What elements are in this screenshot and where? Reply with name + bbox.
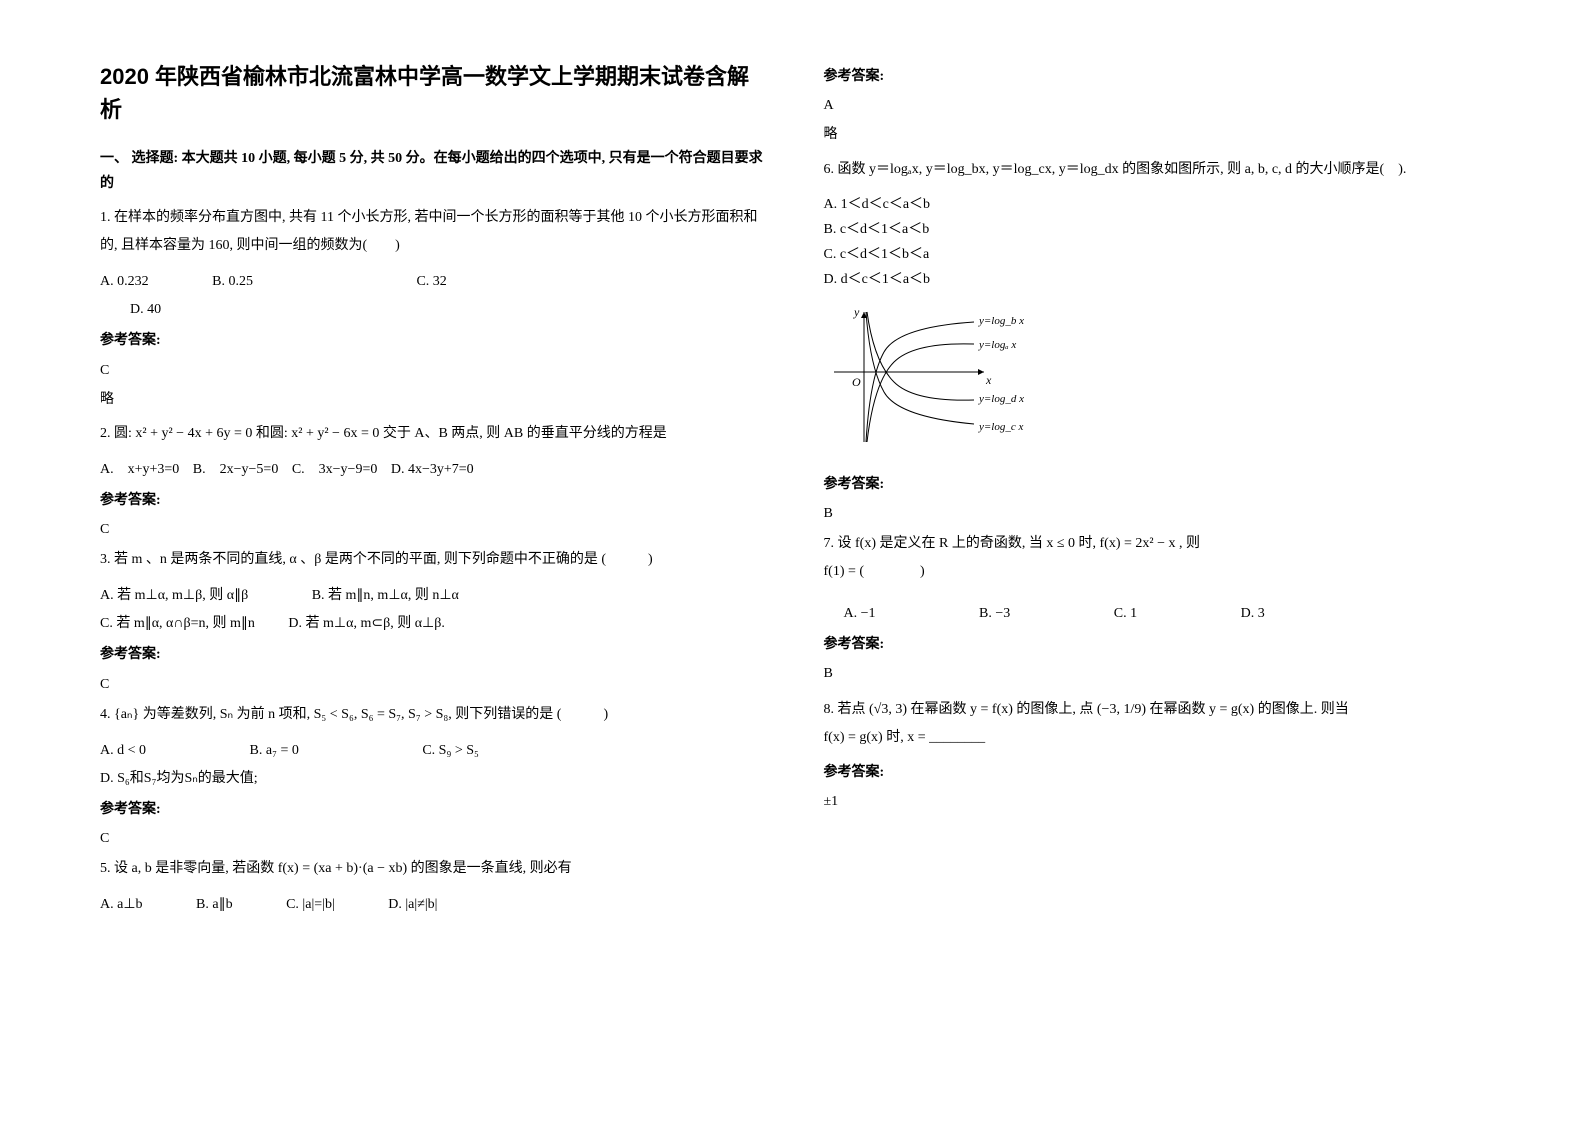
q7-optC: C. 1 [1114, 600, 1137, 628]
q4-optC: C. S₉ > S₅ [422, 737, 479, 765]
q1-text: 1. 在样本的频率分布直方图中, 共有 11 个小长方形, 若中间一个长方形的面… [100, 210, 757, 253]
q4-text: 4. {aₙ} 为等差数列, Sₙ 为前 n 项和, S₅ < S₆, S₆ =… [100, 707, 608, 722]
q8-answer: ±1 [824, 789, 1488, 814]
q3-optD: D. 若 m⊥α, m⊂β, 则 α⊥β. [288, 610, 444, 638]
q3-text: 3. 若 m 、n 是两条不同的直线, α 、β 是两个不同的平面, 则下列命题… [100, 552, 653, 567]
question-4: 4. {aₙ} 为等差数列, Sₙ 为前 n 项和, S₅ < S₆, S₆ =… [100, 701, 764, 729]
curve-loga [867, 344, 974, 442]
x-arrow [978, 369, 984, 375]
q5-options: A. a⊥b B. a∥b C. |a|=|b| D. |a|≠|b| [100, 891, 764, 919]
q5-optB: B. a∥b [196, 891, 233, 919]
left-column: 2020 年陕西省榆林市北流富林中学高一数学文上学期期末试卷含解析 一、 选择题… [100, 60, 764, 919]
q4-answer-label: 参考答案: [100, 797, 764, 822]
curve-logc [866, 312, 974, 424]
q3-optB: B. 若 m∥n, m⊥α, 则 n⊥α [312, 582, 459, 610]
q2-text: 2. 圆: x² + y² − 4x + 6y = 0 和圆: x² + y² … [100, 426, 667, 441]
q5-note: 略 [824, 122, 1488, 147]
q7-answer-label: 参考答案: [824, 632, 1488, 657]
y-label: y [853, 305, 860, 319]
q3-optA: A. 若 m⊥α, m⊥β, 则 α∥β [100, 582, 248, 610]
question-7: 7. 设 f(x) 是定义在 R 上的奇函数, 当 x ≤ 0 时, f(x) … [824, 530, 1488, 586]
question-2: 2. 圆: x² + y² − 4x + 6y = 0 和圆: x² + y² … [100, 420, 764, 448]
q7-optD: D. 3 [1241, 600, 1265, 628]
q2-optB: B. 2x−y−5=0 [193, 456, 279, 484]
q4-optA: A. d < 0 [100, 737, 146, 765]
q4-options: A. d < 0 B. a₇ = 0 C. S₉ > S₅ D. S₆和S₇均为… [100, 737, 764, 793]
curve-logb [866, 322, 974, 442]
q7-text: 7. 设 f(x) 是定义在 R 上的奇函数, 当 x ≤ 0 时, f(x) … [824, 536, 1200, 551]
q6-answer-label: 参考答案: [824, 472, 1488, 497]
log-chart: O x y y=log_b x y=logₐ x y=log_d x y=log… [824, 302, 1488, 461]
q1-answer-label: 参考答案: [100, 328, 764, 353]
q4-optD: D. S₆和S₇均为Sₙ的最大值; [100, 765, 258, 793]
q6-optA: A. 1＜d＜c＜a＜b [824, 192, 1488, 217]
q1-note: 略 [100, 387, 764, 412]
question-5: 5. 设 a, b 是非零向量, 若函数 f(x) = (xa + b)·(a … [100, 855, 764, 883]
q8-text2: f(x) = g(x) 时, x = ________ [824, 730, 986, 745]
q6-answer: B [824, 501, 1488, 526]
q6-optC: C. c＜d＜1＜b＜a [824, 242, 1488, 267]
q1-options: A. 0.232 B. 0.25 C. 32 D. 40 [100, 268, 764, 324]
x-label: x [985, 373, 992, 387]
q5-optA: A. a⊥b [100, 891, 143, 919]
q2-answer-label: 参考答案: [100, 488, 764, 513]
q2-optD: D. 4x−3y+7=0 [391, 456, 474, 484]
q5-answer-label: 参考答案: [824, 64, 1488, 89]
q7-options: A. −1 B. −3 C. 1 D. 3 [824, 600, 1488, 628]
section-1-heading: 一、 选择题: 本大题共 10 小题, 每小题 5 分, 共 50 分。在每小题… [100, 146, 764, 196]
label-logc: y=log_c x [978, 421, 1023, 433]
q6-optB: B. c＜d＜1＜a＜b [824, 217, 1488, 242]
q2-optA: A. x+y+3=0 [100, 456, 179, 484]
origin-label: O [852, 375, 861, 389]
q8-answer-label: 参考答案: [824, 760, 1488, 785]
right-column: 参考答案: A 略 6. 函数 y＝logₐx, y＝log_bx, y＝log… [824, 60, 1488, 919]
log-curves-svg: O x y y=log_b x y=logₐ x y=log_d x y=log… [824, 302, 1084, 452]
q2-optC: C. 3x−y−9=0 [292, 456, 378, 484]
q1-optB: B. 0.25 [212, 268, 253, 296]
q1-optD: D. 40 [130, 296, 161, 324]
q3-answer: C [100, 672, 764, 697]
q7-answer: B [824, 661, 1488, 686]
q1-answer: C [100, 358, 764, 383]
q7-optB: B. −3 [979, 600, 1010, 628]
q4-answer: C [100, 826, 764, 851]
label-logd: y=log_d x [978, 393, 1024, 405]
q2-options: A. x+y+3=0 B. 2x−y−5=0 C. 3x−y−9=0 D. 4x… [100, 456, 764, 484]
label-logb: y=log_b x [978, 315, 1024, 327]
question-8: 8. 若点 (√3, 3) 在幂函数 y = f(x) 的图像上, 点 (−3,… [824, 696, 1488, 752]
q7-optA: A. −1 [844, 600, 876, 628]
q5-text: 5. 设 a, b 是非零向量, 若函数 f(x) = (xa + b)·(a … [100, 861, 572, 876]
q2-answer: C [100, 517, 764, 542]
q5-optC: C. |a|=|b| [286, 891, 335, 919]
q7-text2: f(1) = ( ) [824, 564, 925, 579]
q3-options: A. 若 m⊥α, m⊥β, 则 α∥β B. 若 m∥n, m⊥α, 则 n⊥… [100, 582, 764, 638]
curve-logd [867, 312, 974, 400]
q1-optC: C. 32 [416, 268, 446, 296]
label-loga: y=logₐ x [978, 339, 1016, 351]
q3-answer-label: 参考答案: [100, 642, 764, 667]
q8-text: 8. 若点 (√3, 3) 在幂函数 y = f(x) 的图像上, 点 (−3,… [824, 702, 1349, 717]
exam-title: 2020 年陕西省榆林市北流富林中学高一数学文上学期期末试卷含解析 [100, 60, 764, 126]
q1-optA: A. 0.232 [100, 268, 149, 296]
q4-optB: B. a₇ = 0 [250, 737, 299, 765]
q5-optD: D. |a|≠|b| [388, 891, 437, 919]
q6-text: 6. 函数 y＝logₐx, y＝log_bx, y＝log_cx, y＝log… [824, 162, 1407, 177]
q5-answer: A [824, 93, 1488, 118]
q6-optD: D. d＜c＜1＜a＜b [824, 267, 1488, 292]
q3-optC: C. 若 m∥α, α∩β=n, 则 m∥n [100, 610, 255, 638]
question-3: 3. 若 m 、n 是两条不同的直线, α 、β 是两个不同的平面, 则下列命题… [100, 546, 764, 574]
question-6: 6. 函数 y＝logₐx, y＝log_bx, y＝log_cx, y＝log… [824, 156, 1488, 184]
question-1: 1. 在样本的频率分布直方图中, 共有 11 个小长方形, 若中间一个长方形的面… [100, 204, 764, 260]
